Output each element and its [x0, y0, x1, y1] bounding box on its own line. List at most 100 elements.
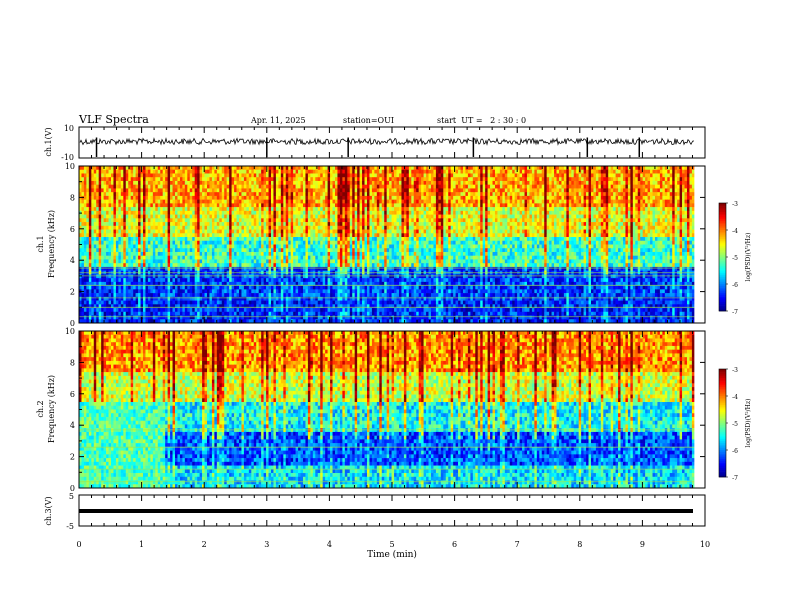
spectrogram-cell [376, 199, 380, 204]
spectrogram-cell [371, 173, 375, 178]
spectrogram-cell [187, 177, 191, 182]
spectrogram-cell [231, 218, 235, 223]
spectrogram-cell [384, 177, 387, 182]
spectrogram-cell [384, 225, 387, 230]
spectrogram-cell [322, 203, 326, 208]
spectrogram-cell [258, 177, 262, 182]
spectrogram-cell [613, 222, 616, 227]
spectrogram-cell [418, 188, 422, 193]
spectrogram-cell [293, 188, 296, 193]
spectrogram-cell [608, 169, 611, 174]
spectrogram-cell [192, 214, 195, 219]
spectrogram-cell [204, 173, 208, 178]
spectrogram-cell [172, 237, 176, 242]
spectrogram-cell [143, 207, 146, 212]
spectrogram-cell [571, 210, 575, 215]
spectrogram-cell [647, 173, 651, 178]
spectrogram-cell [618, 177, 621, 182]
spectrogram-cell [598, 192, 602, 197]
spectrogram-cell [192, 184, 195, 189]
spectrogram-cell [477, 166, 481, 171]
spectrogram-cell [465, 214, 469, 219]
spectrogram-cell [416, 169, 419, 174]
spectrogram-cell [376, 169, 380, 174]
spectrogram-cell [143, 192, 146, 197]
spectrogram-cell [472, 177, 476, 182]
spectrogram-cell [691, 188, 695, 193]
spectrogram-cell [204, 233, 208, 238]
spectrogram-cell [561, 166, 565, 171]
spectrogram-cell [514, 233, 518, 238]
spectrogram-cell [482, 237, 486, 242]
spectrogram-cell [453, 214, 456, 219]
spectrogram-cell [300, 195, 304, 200]
spectrogram-cell [189, 225, 193, 230]
spectrogram-cell [598, 173, 602, 178]
spectrogram-cell [243, 184, 247, 189]
spectrogram-cell [224, 169, 227, 174]
spectrogram-cell [645, 214, 648, 219]
spectrogram-cell [492, 177, 496, 182]
spectrogram-cell [241, 188, 245, 193]
spectrogram-cell [170, 229, 173, 234]
spectrogram-cell [386, 210, 390, 215]
spectrogram-cell [526, 184, 530, 189]
spectrogram-cell [600, 166, 604, 171]
spectrogram-cell [603, 173, 607, 178]
spectrogram-cell [650, 218, 653, 223]
spectrogram-cell [302, 237, 306, 242]
spectrogram-cell [394, 207, 397, 212]
spectrogram-cell [295, 173, 299, 178]
spectrogram-cell [642, 177, 646, 182]
spectrogram-cell [558, 184, 562, 189]
spectrogram-cell [229, 237, 232, 242]
spectrogram-cell [435, 222, 439, 227]
spectrogram-cell [583, 218, 587, 223]
spectrogram-cell [83, 203, 87, 208]
spectrogram-cell [175, 173, 178, 178]
spectrogram-cell [219, 180, 223, 185]
spectrogram-cell [298, 233, 301, 238]
spectrogram-cell [460, 214, 464, 219]
spectrogram-cell [81, 210, 85, 215]
spectrogram-cell [175, 229, 178, 234]
spectrogram-cell [677, 203, 680, 208]
spectrogram-cell [337, 214, 341, 219]
spectrogram-cell [477, 173, 481, 178]
spectrogram-cell [189, 177, 193, 182]
spectrogram-cell [155, 222, 159, 227]
spectrogram-cell [231, 173, 235, 178]
spectrogram-cell [197, 237, 200, 242]
spectrogram-cell [298, 218, 301, 223]
spectrogram-cell [101, 218, 104, 223]
spectrogram-cell [499, 218, 503, 223]
spectrogram-cell [202, 225, 205, 230]
spectrogram-cell [558, 222, 562, 227]
spectrogram-cell [234, 203, 237, 208]
spectrogram-cell [544, 180, 547, 185]
spectrogram-cell [231, 169, 235, 174]
spectrogram-cell [413, 203, 417, 208]
spectrogram-cell [283, 237, 287, 242]
spectrogram-cell [253, 184, 257, 189]
spectrogram-cell [115, 203, 119, 208]
spectrogram-cell [458, 233, 461, 238]
spectrogram-cell [472, 214, 476, 219]
spectrogram-cell [349, 225, 353, 230]
spectrogram-cell [101, 229, 104, 234]
spectrogram-cell [167, 177, 171, 182]
spectrogram-cell [615, 229, 619, 234]
spectrogram-cell [130, 218, 134, 223]
spectrogram-cell [157, 218, 161, 223]
spectrogram-cell [524, 229, 528, 234]
spectrogram-cell [86, 166, 90, 171]
spectrogram-cell [206, 218, 210, 223]
spectrogram-cell [202, 188, 205, 193]
spectrogram-cell [81, 199, 85, 204]
spectrogram-cell [504, 173, 508, 178]
spectrogram-cell [526, 207, 530, 212]
spectrogram-cell [618, 195, 621, 200]
spectrogram-cell [305, 173, 309, 178]
spectrogram-cell [115, 218, 119, 223]
spectrogram-cell [211, 218, 215, 223]
